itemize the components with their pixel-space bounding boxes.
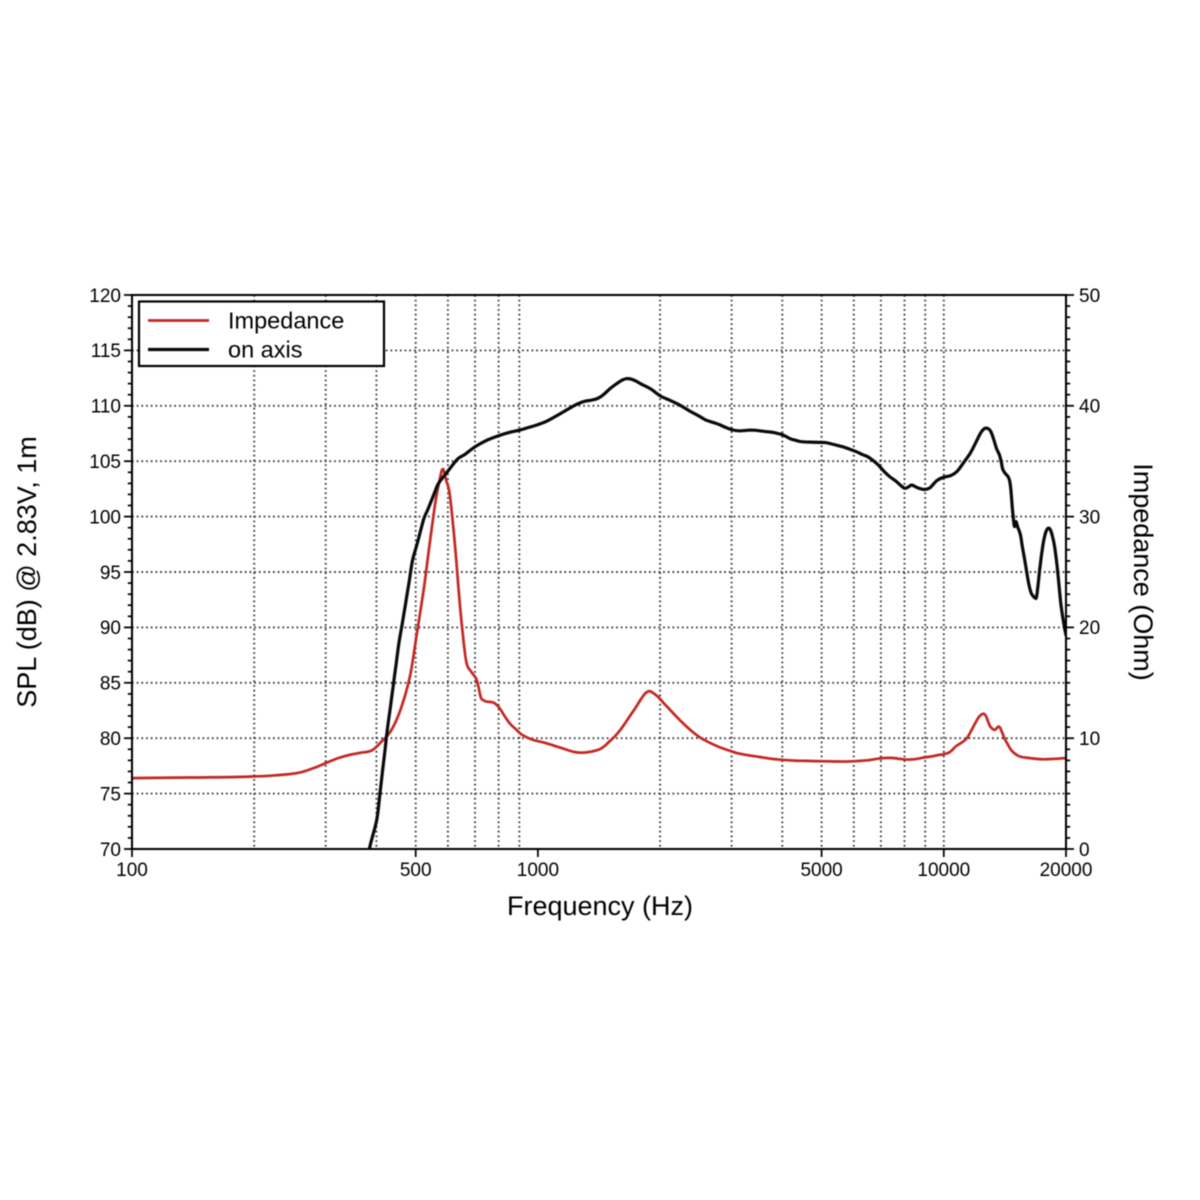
svg-text:40: 40 — [1079, 397, 1100, 418]
svg-text:85: 85 — [100, 674, 121, 695]
svg-text:100: 100 — [89, 507, 121, 528]
svg-text:20: 20 — [1079, 618, 1100, 639]
svg-text:on axis: on axis — [228, 337, 302, 363]
svg-text:Impedance (Ohm): Impedance (Ohm) — [1128, 463, 1158, 681]
svg-text:90: 90 — [100, 618, 121, 639]
svg-text:10000: 10000 — [917, 860, 970, 881]
svg-text:95: 95 — [100, 563, 121, 584]
svg-text:500: 500 — [400, 860, 432, 881]
svg-text:Frequency (Hz): Frequency (Hz) — [507, 891, 693, 921]
svg-text:10: 10 — [1079, 729, 1100, 750]
svg-text:5000: 5000 — [800, 860, 842, 881]
svg-text:80: 80 — [100, 729, 121, 750]
svg-text:SPL (dB) @ 2.83V, 1m: SPL (dB) @ 2.83V, 1m — [12, 436, 42, 708]
svg-text:1000: 1000 — [517, 860, 559, 881]
svg-text:120: 120 — [89, 286, 121, 307]
svg-text:110: 110 — [91, 397, 121, 418]
svg-text:Impedance: Impedance — [228, 308, 344, 334]
svg-text:105: 105 — [89, 452, 121, 473]
svg-text:115: 115 — [91, 341, 121, 362]
svg-text:30: 30 — [1079, 507, 1100, 528]
svg-text:75: 75 — [100, 784, 121, 805]
svg-text:70: 70 — [100, 840, 121, 861]
svg-text:100: 100 — [116, 860, 148, 881]
svg-text:0: 0 — [1079, 840, 1090, 861]
svg-text:50: 50 — [1079, 286, 1100, 307]
svg-text:20000: 20000 — [1040, 860, 1093, 881]
